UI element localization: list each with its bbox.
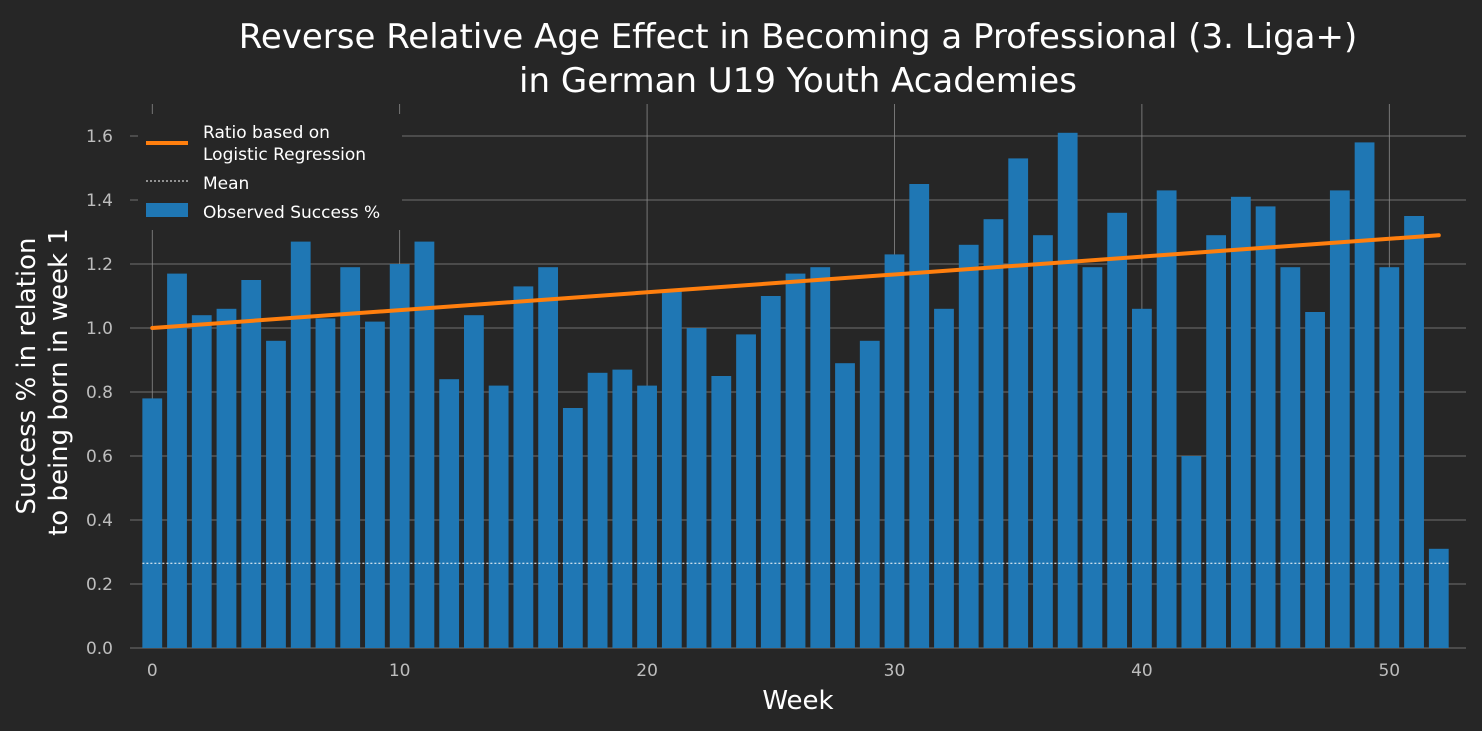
bar	[909, 184, 930, 648]
bar	[1057, 132, 1078, 649]
bar	[538, 267, 559, 648]
bar	[315, 318, 336, 648]
bar	[389, 264, 410, 648]
bar	[661, 289, 682, 648]
y-tick-label: 0.2	[86, 575, 113, 595]
bar	[290, 241, 311, 648]
bar	[958, 244, 979, 649]
y-axis-label-line-2: to being born in week 1	[44, 228, 74, 536]
bar	[637, 385, 657, 648]
bar	[934, 308, 954, 648]
legend-label-regression-line-2: Logistic Regression	[203, 145, 366, 165]
y-tick-label: 1.2	[86, 255, 113, 275]
bar	[414, 241, 435, 648]
ticks: 0.0 0.2 0.4 0.6 0.8 1.0 1.2 1.4 1.6 0 10 20 30 40 50	[86, 127, 1400, 681]
bar	[1354, 142, 1375, 648]
y-tick-label: 0.6	[86, 447, 113, 467]
bar	[612, 369, 633, 648]
legend-label-observed: Observed Success %	[203, 203, 380, 223]
bar	[142, 398, 163, 648]
x-tick-label: 0	[147, 661, 158, 681]
bar	[884, 254, 905, 648]
y-tick-label: 0.4	[86, 511, 113, 531]
bar	[983, 219, 1004, 648]
bar	[835, 363, 855, 648]
bar	[587, 372, 608, 648]
bar	[562, 408, 583, 648]
bar	[1107, 212, 1128, 649]
bar	[365, 321, 385, 648]
bar	[1156, 190, 1177, 648]
bar	[1428, 548, 1449, 648]
bar	[711, 376, 732, 648]
bar	[1181, 456, 1202, 648]
bar	[1280, 267, 1301, 648]
x-tick-label: 10	[389, 661, 411, 681]
bar	[760, 296, 781, 648]
bar	[736, 334, 756, 648]
legend: Ratio based on Logistic Regression Mean …	[138, 114, 402, 230]
bars	[142, 132, 1449, 649]
bar	[1379, 267, 1400, 648]
legend-label-regression-line-1: Ratio based on	[203, 123, 330, 143]
bar	[1305, 312, 1325, 648]
bar	[464, 315, 484, 648]
bar	[216, 308, 237, 648]
x-axis-label: Week	[762, 686, 833, 716]
bar	[1206, 235, 1227, 648]
bar	[1329, 190, 1350, 648]
x-tick-label: 20	[636, 661, 658, 681]
bar	[513, 286, 534, 648]
y-tick-label: 0.8	[86, 383, 113, 403]
y-tick-label: 1.4	[86, 191, 113, 211]
bar	[1404, 216, 1424, 648]
bar	[340, 267, 361, 648]
bar	[1033, 235, 1053, 648]
chart-title-line-1: Reverse Relative Age Effect in Becoming …	[239, 17, 1358, 57]
y-tick-label: 1.0	[86, 319, 113, 339]
bar	[488, 385, 509, 648]
y-axis-label-line-1: Success % in relation	[12, 238, 42, 515]
bar	[1230, 196, 1251, 649]
x-tick-label: 40	[1131, 661, 1153, 681]
y-tick-label: 1.6	[86, 127, 113, 147]
x-tick-label: 50	[1378, 661, 1400, 681]
bar	[1008, 158, 1029, 648]
legend-label-mean: Mean	[203, 174, 249, 194]
bar	[439, 379, 460, 648]
y-tick-label: 0.0	[86, 639, 113, 659]
bar	[859, 340, 880, 648]
bar	[785, 273, 806, 648]
regression-line	[150, 233, 1441, 330]
bar	[167, 273, 187, 648]
bar	[686, 328, 707, 648]
bar	[191, 315, 212, 648]
bar	[241, 280, 262, 648]
bar	[1255, 206, 1276, 648]
x-tick-label: 30	[884, 661, 906, 681]
chart-title-line-2: in German U19 Youth Academies	[519, 61, 1077, 101]
bar	[810, 267, 831, 648]
bar	[1132, 308, 1152, 648]
bar	[266, 340, 286, 648]
bar	[1082, 267, 1103, 648]
legend-swatch-observed	[146, 203, 188, 217]
